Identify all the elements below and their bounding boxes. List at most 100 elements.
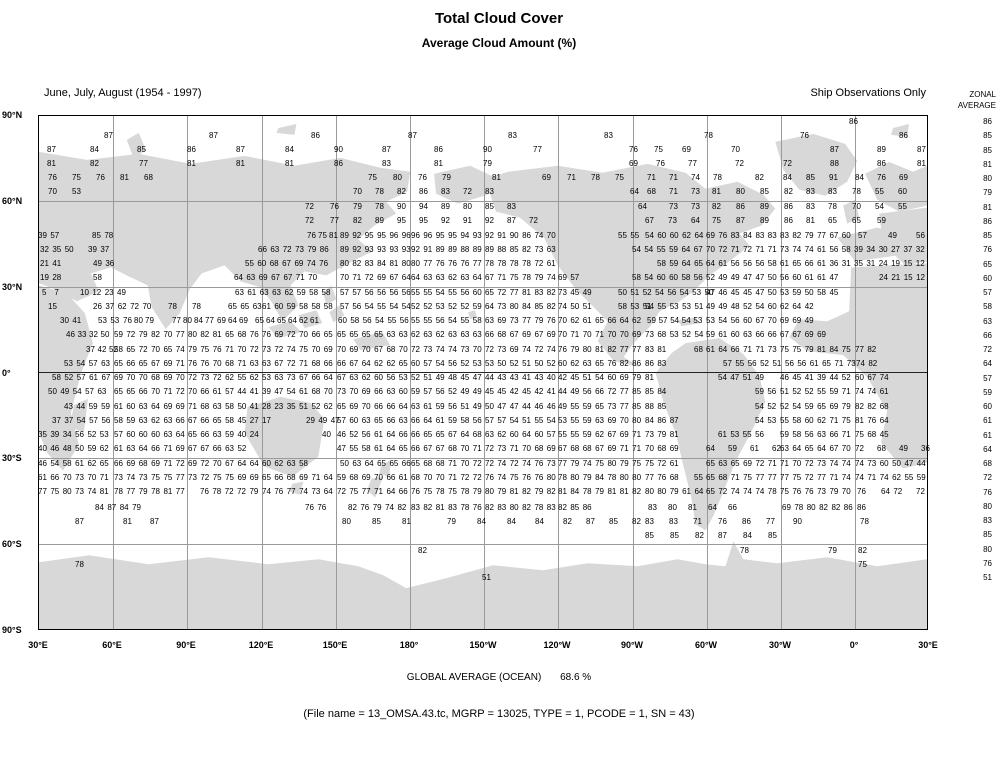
cell-value: 57	[89, 416, 98, 425]
cell-value: 79	[472, 487, 482, 496]
cell-value: 87	[150, 517, 159, 526]
cell-value: 69	[163, 373, 173, 382]
cell-value: 54	[72, 387, 82, 396]
cell-value: 47	[274, 387, 284, 396]
cell-value: 81	[434, 159, 443, 168]
cell-value: 95	[364, 231, 374, 240]
cell-value: 89	[485, 245, 494, 254]
cell-value: 69	[546, 444, 556, 453]
cell-value: 89	[441, 202, 450, 211]
cell-value: 62	[284, 288, 294, 297]
cell-value: 64	[881, 487, 890, 496]
cell-value: 66	[200, 416, 210, 425]
cell-value: 73	[188, 473, 197, 482]
zonal-average-value: 76	[983, 487, 992, 497]
cell-value: 63	[212, 402, 222, 411]
cell-value: 59	[435, 402, 445, 411]
cell-value: 59	[126, 416, 136, 425]
cell-value: 83	[755, 231, 765, 240]
cell-value: 36	[921, 444, 930, 453]
cell-value: 53	[472, 359, 482, 368]
cell-value: 75	[855, 430, 864, 439]
cell-value: 50	[497, 359, 507, 368]
cell-value: 72	[497, 288, 507, 297]
cell-value: 79	[570, 459, 580, 468]
cell-value: 50	[100, 330, 110, 339]
cell-value: 64	[228, 316, 237, 325]
cell-value: 29	[306, 416, 315, 425]
cell-value: 81	[558, 487, 567, 496]
cell-value: 82	[546, 302, 556, 311]
cell-value: 93	[401, 245, 411, 254]
cell-value: 67	[693, 245, 703, 254]
cell-value: 60	[607, 373, 617, 382]
cell-value: 75	[509, 273, 519, 282]
cell-value: 69	[619, 430, 629, 439]
cell-value: 23	[274, 402, 284, 411]
cell-value: 86	[742, 517, 751, 526]
cell-value: 56	[472, 416, 482, 425]
global-average-value: 68.6 %	[560, 672, 592, 683]
cell-value: 69	[126, 459, 136, 468]
cell-value: 59	[296, 288, 306, 297]
cell-value: 88	[830, 159, 839, 168]
cell-value: 86	[843, 503, 853, 512]
cell-value: 71	[647, 173, 656, 182]
cell-value: 72	[305, 216, 314, 225]
cell-value: 62	[386, 359, 396, 368]
cell-value: 91	[463, 216, 472, 225]
cell-value: 71	[632, 430, 642, 439]
cell-value: 56	[767, 387, 777, 396]
cell-value: 52	[411, 373, 420, 382]
cell-value: 74	[534, 231, 544, 240]
cell-value: 64	[423, 416, 433, 425]
cell-value: 76	[718, 517, 727, 526]
cell-value: 79	[804, 345, 814, 354]
land-australia	[244, 396, 325, 477]
cell-value: 50	[804, 288, 814, 297]
cell-value: 72	[485, 444, 494, 453]
cell-value: 68	[669, 473, 679, 482]
cell-value: 82	[695, 531, 704, 540]
cell-value: 63	[448, 330, 457, 339]
cell-value: 75	[448, 487, 457, 496]
cell-value: 43	[534, 373, 544, 382]
cell-value: 85	[645, 387, 654, 396]
cell-value: 78	[767, 487, 777, 496]
cell-value: 50	[767, 288, 777, 297]
cell-value: 56	[352, 302, 362, 311]
cell-value: 55	[534, 416, 544, 425]
cell-value: 39	[817, 373, 826, 382]
cell-value: 58	[225, 416, 234, 425]
cell-value: 57	[485, 416, 494, 425]
cell-value: 12	[916, 273, 925, 282]
cell-value: 63	[718, 459, 728, 468]
cell-value: 54	[509, 416, 519, 425]
cell-value: 81	[389, 259, 399, 268]
cell-value: 65	[389, 459, 399, 468]
cell-value: 81	[163, 487, 173, 496]
cell-value: 59	[877, 216, 886, 225]
cell-value: 76	[534, 473, 544, 482]
cell-value: 50	[340, 459, 349, 468]
cell-value: 83	[507, 202, 516, 211]
cell-value: 72	[485, 459, 494, 468]
cell-value: 73	[817, 459, 826, 468]
cell-value: 76	[305, 503, 314, 512]
cell-value: 63	[349, 373, 359, 382]
cell-value: 60	[743, 316, 752, 325]
cell-value: 84	[743, 531, 752, 540]
cell-value: 83	[645, 517, 654, 526]
cell-value: 56	[916, 231, 925, 240]
cell-value: 93	[377, 245, 386, 254]
cell-value: 63	[361, 416, 371, 425]
cell-value: 57	[546, 430, 556, 439]
cell-value: 78	[591, 173, 600, 182]
cell-value: 56	[730, 316, 740, 325]
cell-value: 85	[570, 503, 580, 512]
cell-value: 45	[792, 373, 802, 382]
cell-value: 69	[237, 473, 247, 482]
cell-value: 76	[867, 416, 877, 425]
cell-value: 58	[657, 259, 666, 268]
cell-value: 70	[619, 330, 629, 339]
